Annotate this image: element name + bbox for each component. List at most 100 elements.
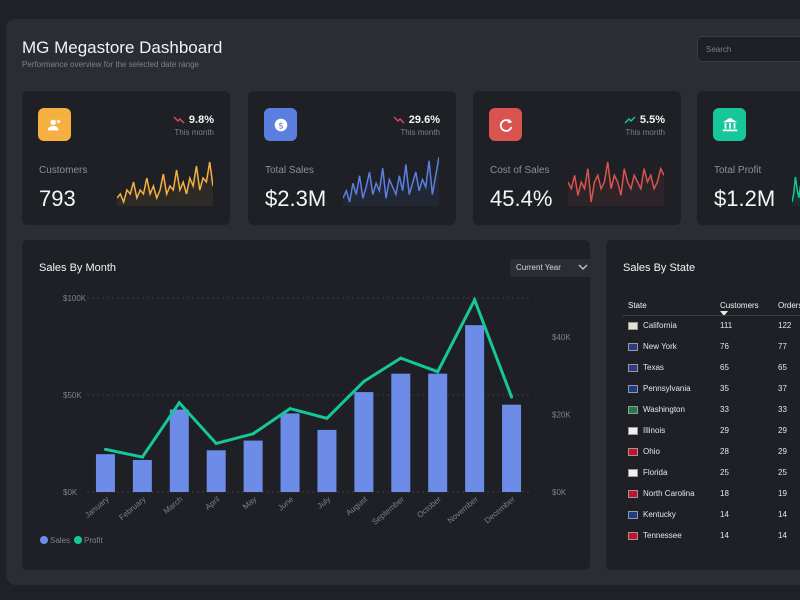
state-cell: Ohio [622,441,720,462]
orders-cell: 29 [778,447,787,456]
state-flag-icon [628,531,638,540]
customers-cell: 29 [720,426,729,435]
sales-bar [280,413,300,492]
sparkline-line [343,156,439,203]
state-cell: Pennsylvania [622,378,720,399]
sparkline-line [117,161,213,205]
column-header-orders[interactable]: Orders [778,300,800,310]
bank-icon [713,108,746,141]
customers-cell: 111 [720,321,733,330]
refresh-icon [489,108,522,141]
orders-cell: 19 [778,489,787,498]
orders-cell: 25 [778,468,787,477]
x-tick-label: November [446,494,480,525]
state-name: Washington [643,405,685,414]
sparkline-area [568,162,664,206]
column-header-state[interactable]: State [628,300,647,310]
sales-bar [95,454,115,492]
state-cell: Washington [622,399,720,420]
trend-down-icon [393,116,405,124]
table-row[interactable]: Ohio 28 29 [622,441,800,462]
kpi-value: 793 [39,186,76,211]
state-name: North Carolina [643,489,695,498]
customers-cell: 65 [720,363,729,372]
kpi-label: Total Sales [265,165,314,176]
table-row[interactable]: Illinois 29 29 [622,420,800,441]
sales-bar [465,325,485,492]
column-header-customers[interactable]: Customers [720,295,778,316]
trend-up-icon [624,116,636,124]
profit-point [436,370,440,374]
orders-cell: 29 [778,426,787,435]
table-row[interactable]: Washington 33 33 [622,399,800,420]
table-row[interactable]: California 111 122 [622,315,800,336]
state-cell: Texas [622,357,720,378]
search-input[interactable]: Search [697,36,800,62]
orders-cell: 33 [778,405,787,414]
profit-point [177,401,181,405]
sparkline-line [568,161,664,203]
x-tick-label: August [344,494,369,517]
x-tick-label: March [162,495,185,516]
x-tick-label: July [316,495,333,511]
state-flag-icon [628,384,638,393]
state-cell: Florida [622,462,720,483]
sales-by-month-chart: $0K $50K $100K $0K $20K $40K January February Ma… [40,294,571,545]
trend-down-icon [173,116,185,124]
state-name: California [643,321,677,330]
orders-cell: 77 [778,342,787,351]
profit-point [510,395,514,399]
table-row[interactable]: Pennsylvania 35 37 [622,378,800,399]
state-flag-icon [628,426,638,435]
table-row[interactable]: Kentucky 14 14 [622,504,800,525]
legend-sales-label: Sales [50,536,70,545]
sales-bar [243,440,263,492]
sparkline-line [792,176,800,203]
sales-bar [206,450,226,492]
state-flag-icon [628,510,638,519]
orders-cell: 65 [778,363,787,372]
table-row[interactable]: Texas 65 65 [622,357,800,378]
orders-cell: 14 [778,510,787,519]
state-cell: North Carolina [622,483,720,504]
state-cell: Tennessee [622,525,720,546]
state-flag-icon [628,405,638,414]
x-tick-label: December [483,494,517,525]
header-divider [622,315,800,316]
legend-sales-swatch [40,536,48,544]
kpi-card-total-sales: $ 29.6% This month Total Sales $2.3M [248,91,456,225]
x-tick-label: October [415,494,443,519]
profit-point [288,407,292,411]
legend-profit-swatch [74,536,82,544]
panel-title: Sales By Month [39,262,117,274]
state-name: Texas [643,363,664,372]
customers-cell: 35 [720,384,729,393]
table-row[interactable]: North Carolina 18 19 [622,483,800,504]
profit-point [473,298,477,302]
table-row[interactable]: New York 76 77 [622,336,800,357]
state-flag-icon [628,447,638,456]
x-tick-label: February [117,495,147,522]
period-dropdown[interactable]: Current Year [510,259,590,277]
customers-cell: 33 [720,405,729,414]
state-name: Pennsylvania [643,384,691,393]
kpi-sparkline [343,156,439,206]
table-row[interactable]: Florida 25 25 [622,462,800,483]
sales-bar [169,409,189,492]
x-tick-label: April [203,495,221,512]
profit-point [362,379,366,383]
y-tick-label: $100K [63,294,87,303]
kpi-label: Total Profit [714,165,762,176]
state-flag-icon [628,468,638,477]
state-name: New York [643,342,677,351]
state-name: Illinois [643,426,666,435]
kpi-period: This month [174,128,214,137]
x-tick-label: September [370,494,406,526]
table-row[interactable]: Tennessee 14 14 [622,525,800,546]
kpi-sparkline [117,161,213,206]
kpi-period: This month [400,128,440,137]
sales-bar [391,373,411,492]
state-flag-icon [628,342,638,351]
y-tick-label: $50K [63,391,82,400]
profit-point [399,356,403,360]
